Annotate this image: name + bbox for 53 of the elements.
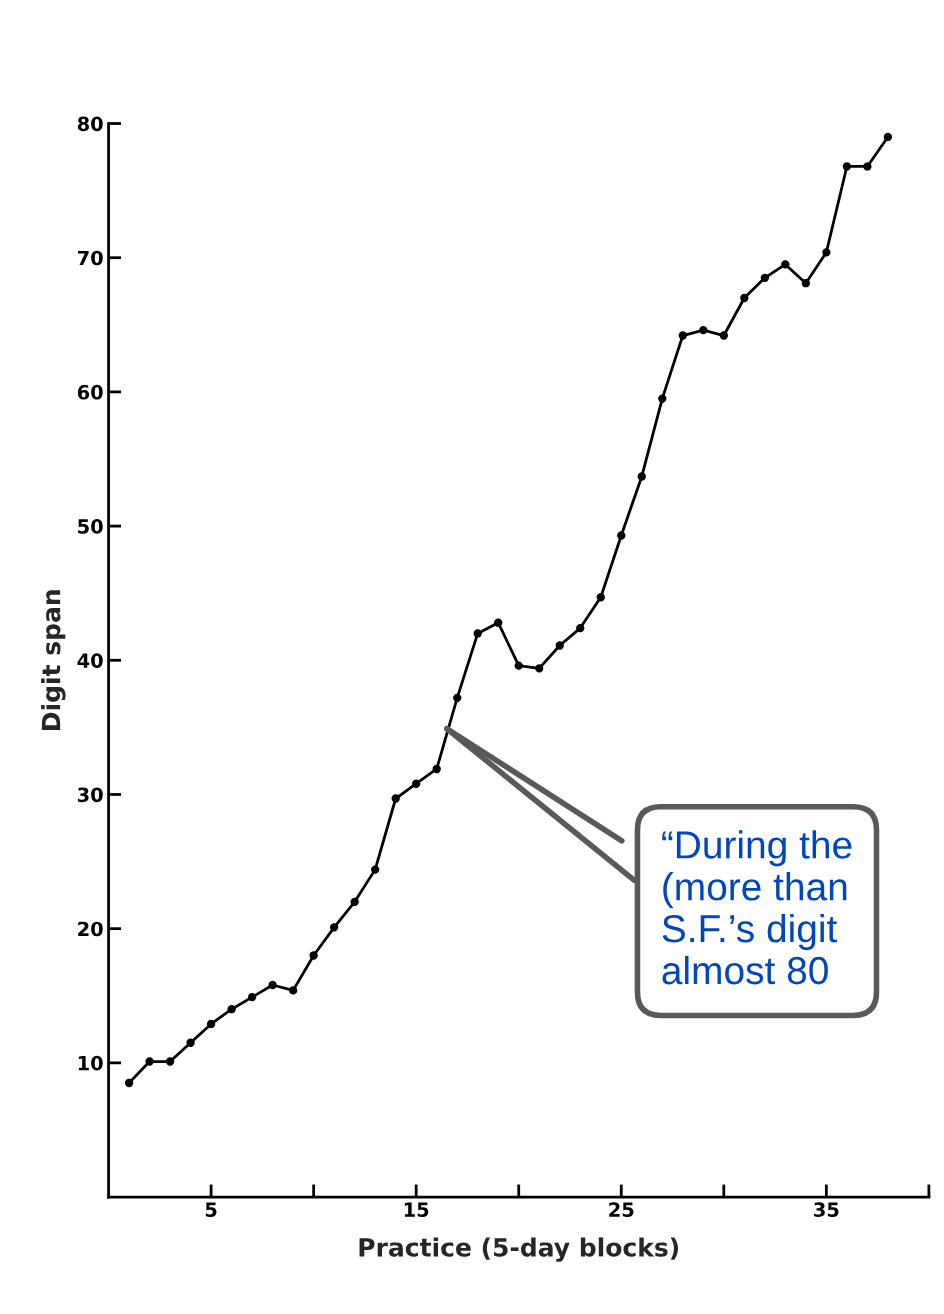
point (863, 162, 872, 171)
y-tick-label: 50 (78, 519, 103, 534)
point (473, 629, 482, 638)
point (288, 986, 298, 995)
point (412, 779, 421, 788)
point (740, 293, 749, 303)
point (576, 623, 585, 633)
x-axis-title: Practice (5-day blocks) (359, 1237, 679, 1262)
point (719, 331, 728, 340)
annotation: “During the (more than S.F.’s digit almost 80 (662, 830, 852, 985)
y-axis-title: Digit span (41, 590, 66, 730)
point (350, 897, 359, 906)
x-tick-label: 15 (404, 1202, 429, 1217)
point (555, 641, 564, 650)
y-tick-label: 70 (77, 250, 103, 266)
point (186, 1038, 195, 1047)
y-tick-label: 10 (78, 1055, 103, 1071)
point (124, 1078, 134, 1088)
point (658, 394, 667, 403)
x-tick-label: 35 (814, 1202, 839, 1217)
point (309, 951, 318, 960)
x-tick-label: 25 (609, 1202, 634, 1217)
point (535, 664, 544, 673)
point (206, 1019, 216, 1029)
point (637, 472, 646, 481)
point (329, 923, 339, 932)
point (165, 1057, 175, 1066)
point (801, 279, 811, 288)
point (247, 992, 257, 1002)
y-tick-label: 80 (77, 116, 103, 132)
y-tick-label: 40 (77, 653, 103, 668)
y-tick-label: 30 (77, 787, 103, 803)
point (596, 593, 605, 602)
point (842, 162, 852, 171)
point (822, 248, 831, 257)
point (391, 794, 400, 803)
x-tick-label: 5 (205, 1202, 217, 1217)
point (432, 764, 441, 774)
point (494, 618, 503, 627)
point (883, 132, 893, 142)
point (760, 273, 769, 282)
y-tick-label: 60 (77, 384, 103, 400)
point (145, 1057, 154, 1066)
point (227, 1005, 236, 1014)
point (678, 331, 687, 340)
point (781, 260, 790, 269)
point (514, 661, 523, 670)
point (268, 980, 277, 990)
point (699, 326, 708, 335)
point (371, 865, 380, 874)
point (453, 693, 462, 703)
point (617, 531, 626, 540)
y-tick-label: 20 (78, 921, 103, 937)
